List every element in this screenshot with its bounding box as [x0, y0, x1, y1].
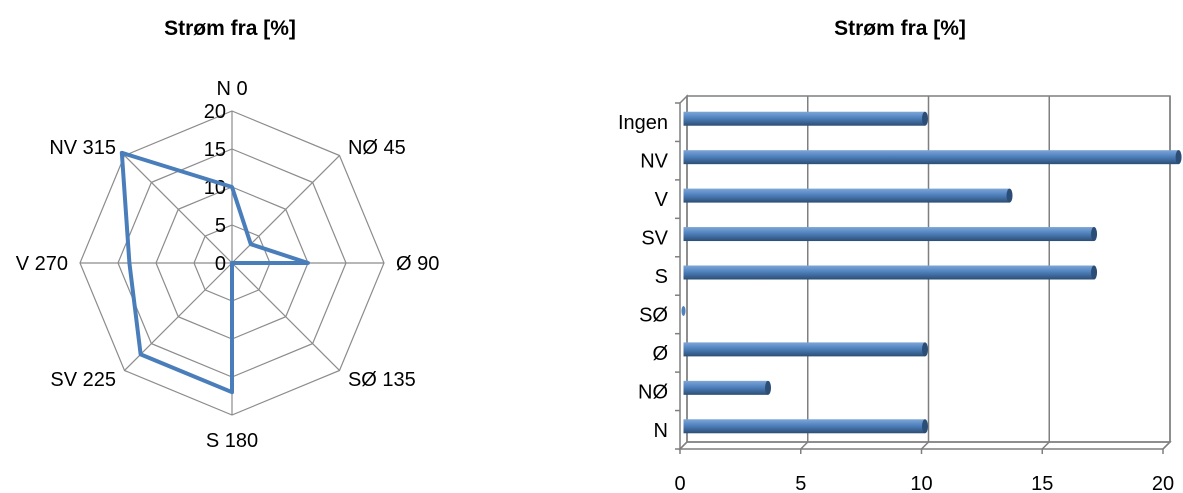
bar-body [683, 265, 1095, 280]
radar-category-label: N 0 [216, 78, 247, 100]
bar-cap [765, 380, 772, 395]
radar-spoke [124, 155, 233, 264]
radar-tick-label: 5 [215, 215, 226, 237]
bar-floor-gridline [1162, 441, 1171, 450]
bar [683, 227, 1098, 242]
bar-floor-gridline [920, 441, 930, 450]
bar-cap [1175, 150, 1182, 165]
radar-category-label: NØ 45 [348, 137, 406, 159]
radar-category-label: Ø 90 [396, 253, 439, 275]
radar-category-label: NV 315 [49, 137, 116, 159]
radar-category-label: V 270 [16, 253, 68, 275]
bar-category-label: V [655, 189, 669, 211]
bar-category-label: S [655, 266, 668, 288]
bar-cap [681, 305, 686, 316]
bar-tick-label: 5 [795, 473, 806, 493]
radar-tick-label: 20 [204, 101, 226, 123]
bar-category-label: NV [640, 151, 668, 173]
bar-body [683, 419, 925, 434]
bar-body [683, 227, 1095, 242]
bar [683, 419, 928, 434]
bar-category-label: Ingen [618, 112, 668, 134]
radar-spoke [231, 262, 340, 371]
bar [683, 111, 928, 126]
bar-category-label: Ø [652, 343, 668, 365]
bar [681, 305, 686, 316]
bar-cap [1006, 188, 1013, 203]
radar-tick-label: 15 [204, 139, 226, 161]
bar-cap [922, 342, 928, 357]
bar [683, 265, 1098, 280]
bar-cap [922, 419, 928, 434]
bar [683, 342, 928, 357]
bar-tick-label: 10 [910, 473, 932, 493]
bar-tick-label: 15 [1031, 473, 1053, 493]
bar-floor-gridline [800, 441, 809, 450]
bar-body [683, 111, 925, 126]
bar-floor-gridline [1041, 441, 1050, 450]
bar-tick-label: 0 [674, 473, 685, 493]
bar [683, 380, 772, 395]
bar-tick-label: 20 [1152, 473, 1174, 493]
bar-cap [1091, 265, 1098, 280]
bar-body [683, 188, 1010, 203]
bar-cap [1091, 227, 1098, 242]
radar-category-label: SØ 135 [348, 369, 416, 391]
radar-category-label: S 180 [206, 430, 258, 452]
bar-body [683, 150, 1179, 165]
radar-chart-title: Strøm fra [%] [164, 17, 296, 40]
bar-category-label: SV [641, 228, 668, 250]
bar-category-label: N [654, 420, 668, 442]
bar-body [683, 342, 925, 357]
bar-category-label: NØ [638, 381, 668, 403]
bar-category-label: SØ [639, 304, 668, 326]
bar-chart-title: Strøm fra [%] [834, 17, 966, 40]
radar-grid [79, 110, 385, 416]
radar-tick-label: 0 [215, 253, 226, 275]
bar-cap [922, 111, 928, 126]
bar-body [683, 380, 769, 395]
bar [683, 150, 1182, 165]
radar-category-label: SV 225 [50, 369, 116, 391]
radar-series-line [119, 150, 310, 395]
bar [683, 188, 1013, 203]
